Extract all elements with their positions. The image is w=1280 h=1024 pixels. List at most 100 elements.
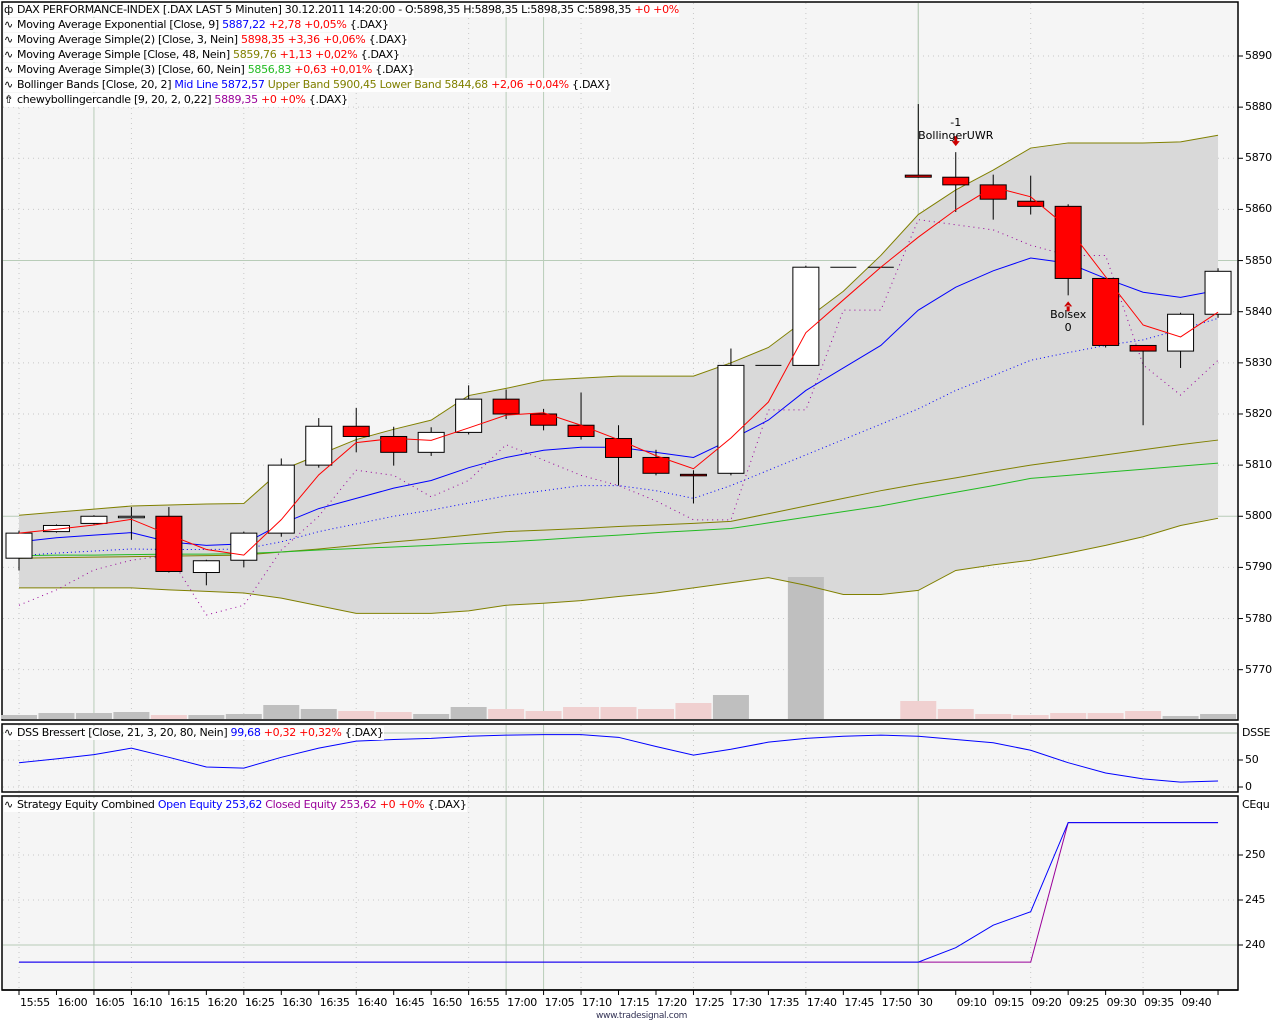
legend-name: DSS Bressert [Close, 21, 3, 20, 80, Nein… xyxy=(17,726,228,739)
legend-lower: Lower Band 5844,68 xyxy=(379,78,489,91)
volume-bar xyxy=(113,712,150,719)
equity-axis-title: CEqu xyxy=(1242,798,1270,811)
open-equity-line xyxy=(19,822,1219,963)
candle-body xyxy=(642,456,670,474)
volume-bar xyxy=(188,715,225,719)
time-label: 17:05 xyxy=(544,996,575,1009)
legend-value: 5856,83 xyxy=(247,63,292,76)
candle-body xyxy=(605,438,633,458)
legend-value: 5898,35 xyxy=(241,33,285,46)
price-tick-label: 5880 xyxy=(1245,100,1272,114)
time-label: 09:25 xyxy=(1069,996,1099,1009)
legend-suffix: {.DAX} xyxy=(375,63,415,76)
equity-tick-label: 250 xyxy=(1245,848,1266,861)
volume-bar xyxy=(75,713,112,719)
time-label: 17:10 xyxy=(582,996,612,1009)
legend-change: +2,06 +0,04% xyxy=(491,78,569,91)
volume-bar xyxy=(712,695,749,719)
dss-legend: ∿ DSS Bressert [Close, 21, 3, 20, 80, Nei… xyxy=(4,726,384,740)
legend-mid: Mid Line 5872,57 xyxy=(174,78,265,91)
candle-body xyxy=(380,435,408,453)
candle-body xyxy=(679,473,707,477)
volume-bar xyxy=(600,707,637,719)
wave-icon: ∿ xyxy=(4,798,13,811)
time-label: 17:00 xyxy=(507,996,537,1009)
volume-bar xyxy=(38,713,75,719)
price-tick-label: 5780 xyxy=(1245,611,1272,625)
volume-bar xyxy=(563,707,600,719)
arrow-down-icon xyxy=(951,136,960,147)
candle-body xyxy=(5,532,33,559)
time-label: 30 xyxy=(919,996,933,1009)
footer-link[interactable]: www.tradesignal.com xyxy=(596,1011,688,1021)
volume-bar xyxy=(263,705,300,719)
price-tick-label: 5830 xyxy=(1245,355,1272,369)
volume-bar xyxy=(1050,713,1087,719)
legend-suffix: {.DAX} xyxy=(368,33,408,46)
time-label: 17:35 xyxy=(769,996,800,1009)
time-label: 16:15 xyxy=(169,996,200,1009)
legend-name: Moving Average Simple [Close, 48, Nein] xyxy=(17,48,230,61)
equity-tick-label: 245 xyxy=(1245,893,1266,906)
volume-bar xyxy=(1087,713,1124,719)
bollinger-band-fill xyxy=(19,135,1219,614)
volume-bar xyxy=(1200,714,1237,719)
ma-legend: ∿ Moving Average Simple(2) [Close, 3, Nei… xyxy=(4,33,408,47)
time-label: 16:20 xyxy=(207,996,238,1009)
legend-name: Strategy Equity Combined xyxy=(17,798,155,811)
bollinger-mid-line xyxy=(18,317,1219,557)
arrow-up-icon xyxy=(1064,301,1073,312)
time-label: 09:15 xyxy=(994,996,1024,1009)
candle-body xyxy=(155,515,183,572)
ma-legend: ∿ Moving Average Simple(3) [Close, 60, Ne… xyxy=(4,63,415,77)
time-label: 16:40 xyxy=(357,996,387,1009)
legend-suffix: {.DAX} xyxy=(572,78,612,91)
candle-body xyxy=(305,425,333,466)
wave-icon: ∿ xyxy=(4,18,13,31)
annotation-label: Bolsex xyxy=(1050,308,1087,322)
legend-change: +0 +0% xyxy=(379,798,425,811)
legend-name: Bollinger Bands [Close, 20, 2] xyxy=(17,78,172,91)
legend-value: 99,68 xyxy=(230,726,261,739)
price-tick-label: 5800 xyxy=(1245,509,1272,523)
price-legend: ф DAX PERFORMANCE-INDEX [.DAX LAST 5 Minu… xyxy=(4,3,679,17)
legend-change: +0 +0% xyxy=(634,3,679,16)
candle-body xyxy=(530,413,558,426)
legend-change: +3,36 +0,06% xyxy=(287,33,366,46)
legend-open-equity: Open Equity 253,62 xyxy=(157,798,263,811)
wave-icon: ∿ xyxy=(4,63,13,76)
legend-change: +1,13 +0,02% xyxy=(279,48,358,61)
bollinger-upper-line xyxy=(18,134,1219,516)
ma60-line xyxy=(18,462,1219,557)
time-label: 16:10 xyxy=(132,996,163,1009)
price-tick-label: 5870 xyxy=(1245,151,1272,165)
volume-bar xyxy=(637,709,674,719)
volume-bar xyxy=(225,714,262,719)
candle-body xyxy=(1092,277,1120,346)
candle-body xyxy=(567,424,595,437)
volume-bar xyxy=(338,711,375,719)
candle-body xyxy=(455,398,483,433)
volume-bar xyxy=(1162,716,1199,719)
volume-bar xyxy=(787,577,824,719)
time-label: 17:40 xyxy=(806,996,837,1009)
legend-suffix: {.DAX} xyxy=(308,93,348,106)
candle-icon: ф xyxy=(4,3,14,16)
candle-body xyxy=(417,431,445,453)
volume-bar xyxy=(675,703,712,719)
time-label: 17:50 xyxy=(881,996,912,1009)
legend-name: chewybollingercandle [9, 20, 2, 0,22] xyxy=(17,93,212,106)
legend-suffix: {.DAX} xyxy=(349,18,389,31)
volume-bar xyxy=(1012,715,1049,719)
volume-bar xyxy=(150,715,187,719)
volume-bar xyxy=(413,714,450,719)
candle-body xyxy=(904,174,932,178)
wave-icon: ∿ xyxy=(4,48,13,61)
dss-tick-label: 0 xyxy=(1245,780,1252,793)
volume-bar xyxy=(1125,711,1162,719)
price-tick-label: 5890 xyxy=(1245,49,1272,62)
price-tick-label: 5770 xyxy=(1245,662,1272,676)
candle-body xyxy=(492,398,520,415)
candle-body xyxy=(342,425,370,437)
